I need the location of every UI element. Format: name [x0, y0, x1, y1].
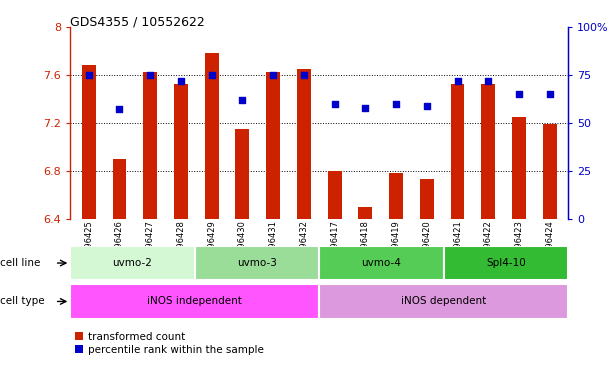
Bar — [297, 69, 311, 219]
Text: cell type: cell type — [0, 296, 45, 306]
Point — [514, 91, 524, 97]
Text: cell line: cell line — [0, 258, 40, 268]
Bar — [235, 129, 249, 219]
Point — [391, 101, 401, 107]
Point — [422, 103, 432, 109]
Bar — [320, 246, 444, 280]
Point — [299, 72, 309, 78]
Point — [145, 72, 155, 78]
Bar — [143, 73, 157, 219]
Point — [114, 106, 124, 113]
Bar — [205, 53, 219, 219]
Point — [176, 78, 186, 84]
Bar — [481, 84, 496, 219]
Bar — [420, 179, 434, 219]
Point — [545, 91, 555, 97]
Bar — [451, 84, 464, 219]
Bar — [444, 246, 568, 280]
Bar — [320, 284, 568, 319]
Bar — [512, 117, 526, 219]
Point — [483, 78, 493, 84]
Bar — [266, 73, 280, 219]
Legend: transformed count, percentile rank within the sample: transformed count, percentile rank withi… — [76, 332, 264, 355]
Bar — [174, 84, 188, 219]
Bar — [389, 173, 403, 219]
Bar — [543, 124, 557, 219]
Text: GDS4355 / 10552622: GDS4355 / 10552622 — [70, 15, 205, 28]
Text: uvmo-4: uvmo-4 — [362, 258, 401, 268]
Text: uvmo-2: uvmo-2 — [112, 258, 153, 268]
Text: iNOS dependent: iNOS dependent — [401, 296, 486, 306]
Point — [360, 104, 370, 111]
Text: Spl4-10: Spl4-10 — [486, 258, 526, 268]
Bar — [70, 284, 320, 319]
Point — [84, 72, 93, 78]
Point — [453, 78, 463, 84]
Bar — [359, 207, 372, 219]
Text: uvmo-3: uvmo-3 — [237, 258, 277, 268]
Point — [238, 97, 247, 103]
Bar — [82, 65, 96, 219]
Bar — [70, 246, 195, 280]
Point — [268, 72, 278, 78]
Text: iNOS independent: iNOS independent — [147, 296, 242, 306]
Point — [207, 72, 216, 78]
Bar — [195, 246, 320, 280]
Bar — [327, 171, 342, 219]
Bar — [112, 159, 126, 219]
Point — [330, 101, 340, 107]
